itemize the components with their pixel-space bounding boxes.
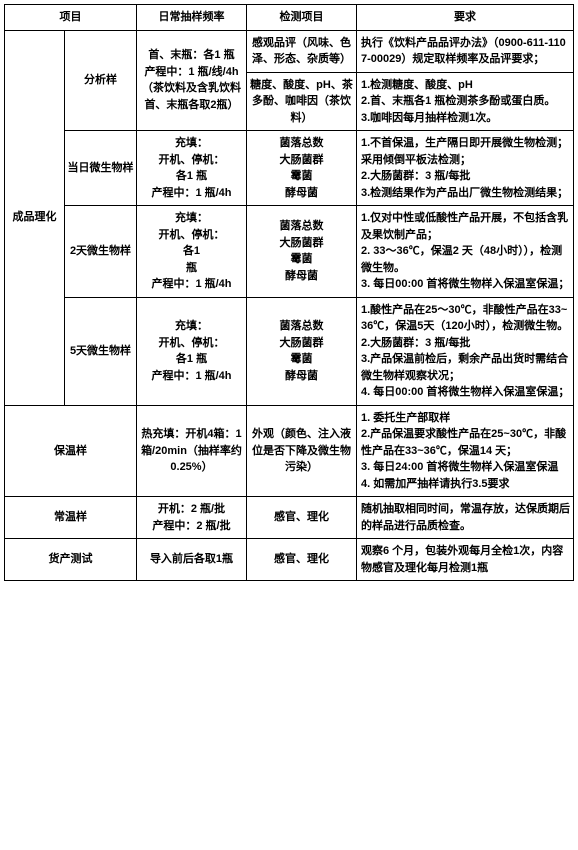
cell-5day-req: 1.酸性产品在25～30℃，非酸性产品在33~36℃，保温5天（120小时），检… [357, 297, 574, 405]
cell-roomtemp-items: 感官、理化 [247, 497, 357, 539]
h-frequency: 日常抽样频率 [137, 5, 247, 31]
cell-sameday-label: 当日微生物样 [65, 131, 137, 206]
cell-shelf-items: 感官、理化 [247, 539, 357, 581]
h-requirement: 要求 [357, 5, 574, 31]
row-analysis-1: 成品理化 分析样 首、末瓶：各1 瓶产程中：1 瓶/线/4h（茶饮料及含乳饮料首… [5, 30, 574, 72]
cell-finished-physchem: 成品理化 [5, 30, 65, 405]
cell-2day-freq: 充填：开机、停机：各1瓶产程中：1 瓶/4h [137, 206, 247, 298]
cell-analysis-sample: 分析样 [65, 30, 137, 131]
cell-2day-items: 菌落总数大肠菌群霉菌酵母菌 [247, 206, 357, 298]
row-roomtemp: 常温样 开机：2 瓶/批产程中：2 瓶/批 感官、理化 随机抽取相同时间，常温存… [5, 497, 574, 539]
cell-incubation-label: 保温样 [5, 405, 137, 497]
cell-analysis-freq: 首、末瓶：各1 瓶产程中：1 瓶/线/4h（茶饮料及含乳饮料首、末瓶各取2瓶） [137, 30, 247, 131]
cell-5day-freq: 充填：开机、停机：各1 瓶产程中：1 瓶/4h [137, 297, 247, 405]
cell-roomtemp-req: 随机抽取相同时间，常温存放，达保质期后的样品进行品质检查。 [357, 497, 574, 539]
row-shelf-test: 货产测试 导入前后各取1瓶 感官、理化 观察6 个月，包装外观每月全检1次，内容… [5, 539, 574, 581]
spec-table: 项目 日常抽样频率 检测项目 要求 成品理化 分析样 首、末瓶：各1 瓶产程中：… [4, 4, 574, 581]
cell-roomtemp-label: 常温样 [5, 497, 137, 539]
cell-chem-items: 糖度、酸度、pH、茶多酚、咖啡因（茶饮料） [247, 72, 357, 131]
cell-incubation-freq: 热充填：开机4箱：1 箱/20min（抽样率约0.25%） [137, 405, 247, 497]
cell-chem-req: 1.检测糖度、酸度、pH2.首、末瓶各1 瓶检测茶多酚或蛋白质。3.咖啡因每月抽… [357, 72, 574, 131]
row-5day-micro: 5天微生物样 充填：开机、停机：各1 瓶产程中：1 瓶/4h 菌落总数大肠菌群霉… [5, 297, 574, 405]
header-row: 项目 日常抽样频率 检测项目 要求 [5, 5, 574, 31]
cell-roomtemp-freq: 开机：2 瓶/批产程中：2 瓶/批 [137, 497, 247, 539]
cell-2day-req: 1.仅对中性或低酸性产品开展，不包括含乳及果饮制产品；2. 33～36℃，保温2… [357, 206, 574, 298]
cell-sensory-req: 执行《饮料产品品评办法》（0900-611-1107-00029）规定取样频率及… [357, 30, 574, 72]
cell-incubation-items: 外观（颜色、注入液位是否下降及微生物污染） [247, 405, 357, 497]
cell-sameday-items: 菌落总数大肠菌群霉菌酵母菌 [247, 131, 357, 206]
cell-shelf-req: 观察6 个月，包装外观每月全检1次，内容物感官及理化每月检测1瓶 [357, 539, 574, 581]
cell-5day-label: 5天微生物样 [65, 297, 137, 405]
cell-2day-label: 2天微生物样 [65, 206, 137, 298]
h-project: 项目 [5, 5, 137, 31]
cell-sameday-req: 1.不首保温，生产隔日即开展微生物检测；采用倾倒平板法检测；2.大肠菌群：3 瓶… [357, 131, 574, 206]
row-incubation: 保温样 热充填：开机4箱：1 箱/20min（抽样率约0.25%） 外观（颜色、… [5, 405, 574, 497]
cell-incubation-req: 1. 委托生产部取样2.产品保温要求酸性产品在25~30℃，非酸性产品在33~3… [357, 405, 574, 497]
row-sameday-micro: 当日微生物样 充填：开机、停机：各1 瓶产程中：1 瓶/4h 菌落总数大肠菌群霉… [5, 131, 574, 206]
cell-shelf-freq: 导入前后各取1瓶 [137, 539, 247, 581]
cell-shelf-label: 货产测试 [5, 539, 137, 581]
row-2day-micro: 2天微生物样 充填：开机、停机：各1瓶产程中：1 瓶/4h 菌落总数大肠菌群霉菌… [5, 206, 574, 298]
cell-sensory-items: 感观品评（风味、色泽、形态、杂质等） [247, 30, 357, 72]
cell-5day-items: 菌落总数大肠菌群霉菌酵母菌 [247, 297, 357, 405]
h-test-item: 检测项目 [247, 5, 357, 31]
cell-sameday-freq: 充填：开机、停机：各1 瓶产程中：1 瓶/4h [137, 131, 247, 206]
